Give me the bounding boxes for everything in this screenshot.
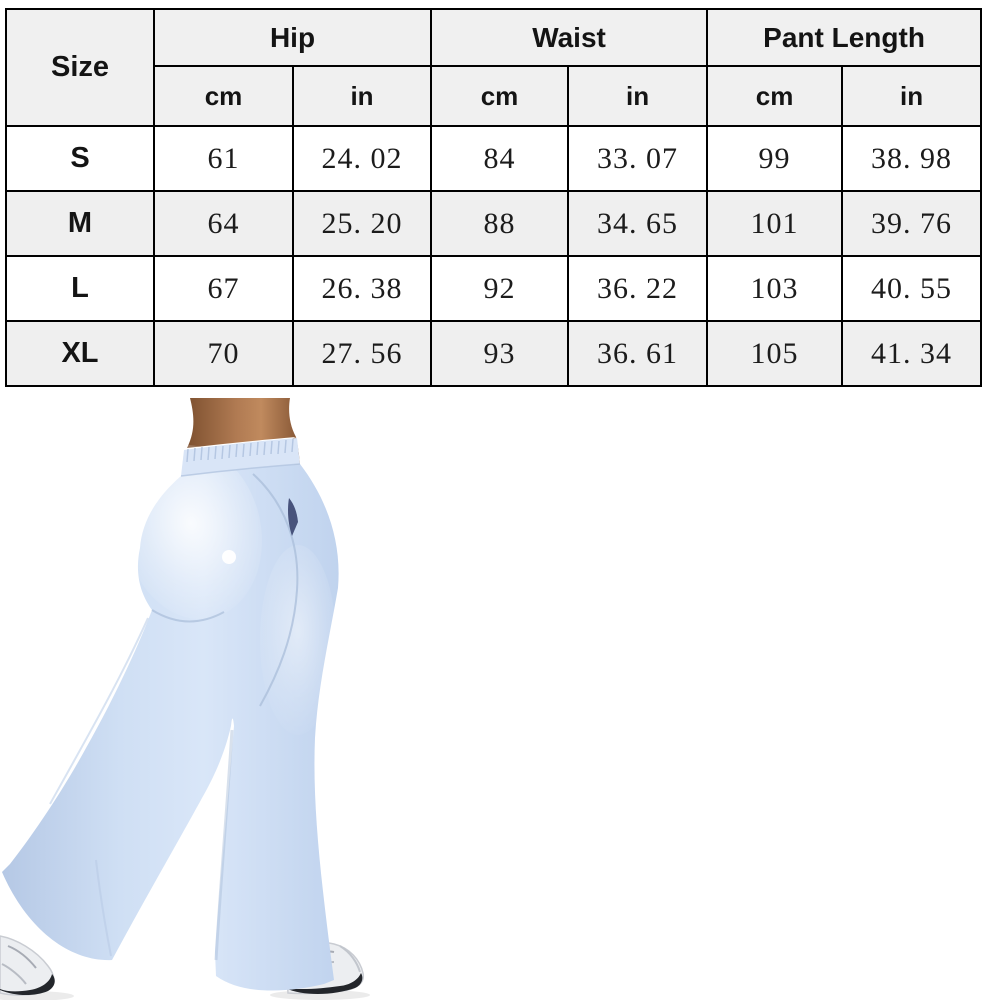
table-row-m: M 64 25. 20 88 34. 65 101 39. 76 bbox=[5, 190, 983, 257]
waist-in-value: 33. 07 bbox=[567, 125, 709, 192]
size-label: XL bbox=[5, 320, 155, 387]
hip-cm-header: cm bbox=[153, 65, 294, 127]
size-label: S bbox=[5, 125, 155, 192]
waist-cm-value: 93 bbox=[430, 320, 570, 387]
hip-cm-value: 61 bbox=[153, 125, 294, 192]
thigh-highlight bbox=[260, 545, 336, 735]
length-cm-value: 99 bbox=[706, 125, 844, 192]
waist-group-header: Waist bbox=[430, 8, 709, 67]
length-in-value: 39. 76 bbox=[841, 190, 983, 257]
flare-pants bbox=[2, 464, 339, 991]
seat-crease bbox=[151, 609, 225, 623]
hip-cm-value: 67 bbox=[153, 255, 294, 322]
flare-pants-model-image bbox=[0, 398, 370, 1001]
hip-in-header: in bbox=[291, 65, 433, 127]
left-leg-crease bbox=[49, 617, 149, 805]
waist-in-value: 34. 65 bbox=[567, 190, 709, 257]
hip-in-value: 25. 20 bbox=[291, 190, 433, 257]
table-row-l: L 67 26. 38 92 36. 22 103 40. 55 bbox=[5, 255, 983, 322]
table-row-s: S 61 24. 02 84 33. 07 99 38. 98 bbox=[5, 125, 983, 192]
size-label: L bbox=[5, 255, 155, 322]
length-in-header: in bbox=[841, 65, 983, 127]
hip-cm-value: 70 bbox=[153, 320, 294, 387]
product-photo bbox=[0, 390, 450, 1001]
hip-group-header: Hip bbox=[152, 8, 433, 67]
waist-cm-header: cm bbox=[430, 65, 570, 127]
size-label: M bbox=[5, 190, 155, 257]
hip-in-value: 26. 38 bbox=[291, 255, 433, 322]
size-chart-table: Size Hip Waist Pant Length cm in cm in c… bbox=[5, 8, 983, 387]
right-inseam-shadow bbox=[214, 729, 234, 961]
side-panel-seam bbox=[252, 473, 299, 707]
length-in-value: 41. 34 bbox=[841, 320, 983, 387]
waist-cm-value: 92 bbox=[430, 255, 570, 322]
size-column-header: Size bbox=[5, 8, 155, 127]
length-cm-value: 105 bbox=[706, 320, 844, 387]
hip-cm-value: 64 bbox=[153, 190, 294, 257]
hip-in-value: 27. 56 bbox=[291, 320, 433, 387]
waist-in-value: 36. 61 bbox=[567, 320, 709, 387]
length-in-value: 40. 55 bbox=[841, 255, 983, 322]
length-cm-value: 101 bbox=[706, 190, 844, 257]
pocket-gap bbox=[288, 498, 298, 536]
pant-length-group-header: Pant Length bbox=[706, 8, 983, 67]
waist-cm-value: 88 bbox=[430, 190, 570, 257]
model-torso bbox=[187, 398, 296, 448]
brand-logo-dot bbox=[222, 550, 236, 564]
waist-in-value: 36. 22 bbox=[567, 255, 709, 322]
length-cm-value: 103 bbox=[706, 255, 844, 322]
left-shoe bbox=[0, 935, 55, 996]
length-cm-header: cm bbox=[706, 65, 844, 127]
waist-cm-value: 84 bbox=[430, 125, 570, 192]
length-in-value: 38. 98 bbox=[841, 125, 983, 192]
hip-highlight bbox=[124, 444, 262, 620]
waist-in-header: in bbox=[567, 65, 709, 127]
table-row-xl: XL 70 27. 56 93 36. 61 105 41. 34 bbox=[5, 320, 983, 387]
waistband bbox=[180, 438, 301, 477]
hip-in-value: 24. 02 bbox=[291, 125, 433, 192]
left-hem-fold bbox=[95, 859, 112, 957]
